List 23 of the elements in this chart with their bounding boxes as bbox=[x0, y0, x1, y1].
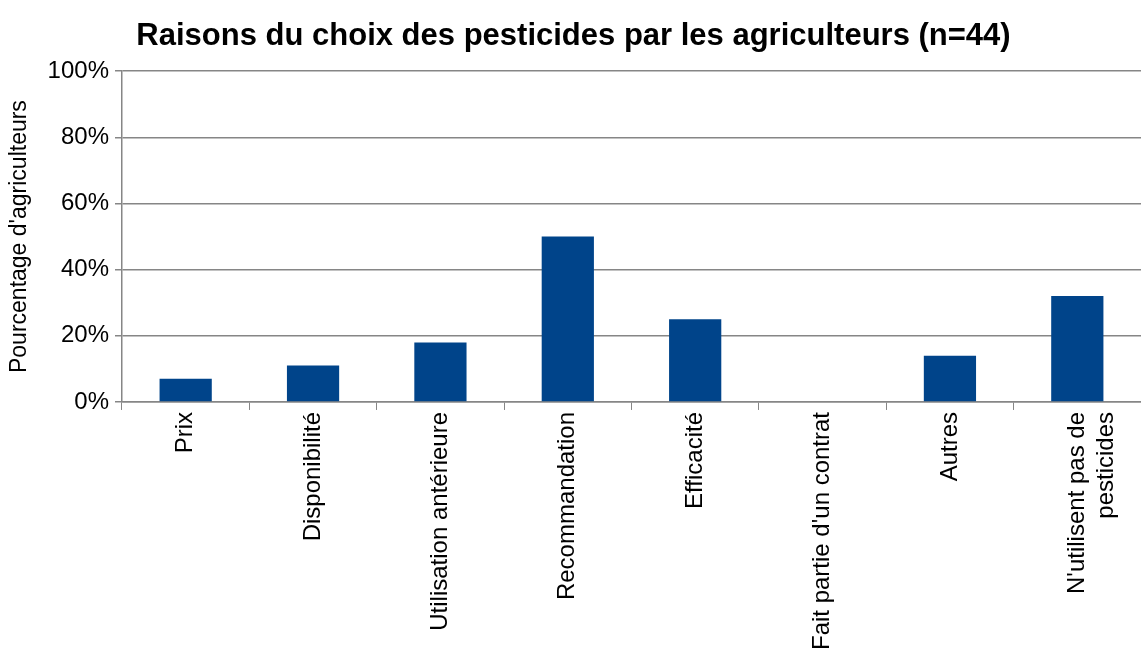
bar bbox=[541, 236, 594, 402]
y-tick-label: 0% bbox=[74, 386, 109, 414]
x-tick-label: Fait partie d'un contrat bbox=[807, 411, 835, 650]
x-tick-label: Efficacité bbox=[679, 411, 707, 509]
x-tick-label: N'utilisent pas de pesticides bbox=[1061, 411, 1118, 594]
chart-title: Raisons du choix des pesticides par les agriculteurs (n=44) bbox=[136, 17, 1011, 53]
x-tick-label: Recommandation bbox=[552, 411, 580, 601]
bar bbox=[923, 355, 977, 402]
bar bbox=[159, 378, 212, 402]
x-tick-label: Autres bbox=[934, 411, 962, 482]
y-tick-label: 60% bbox=[60, 188, 109, 216]
y-tick-label: 100% bbox=[47, 55, 109, 83]
bar bbox=[1051, 296, 1104, 402]
y-tick-label: 40% bbox=[60, 254, 109, 282]
x-tick-label: Utilisation antérieure bbox=[425, 411, 453, 631]
y-axis-title: Pourcentage d'agriculteurs bbox=[5, 100, 32, 374]
bar bbox=[669, 319, 722, 402]
y-tick-label: 20% bbox=[60, 320, 109, 348]
bar bbox=[414, 342, 467, 402]
x-tick-label: Disponibilité bbox=[297, 411, 325, 542]
bar bbox=[286, 365, 340, 402]
y-tick-label: 80% bbox=[60, 121, 109, 149]
x-tick-label: Prix bbox=[170, 411, 198, 454]
